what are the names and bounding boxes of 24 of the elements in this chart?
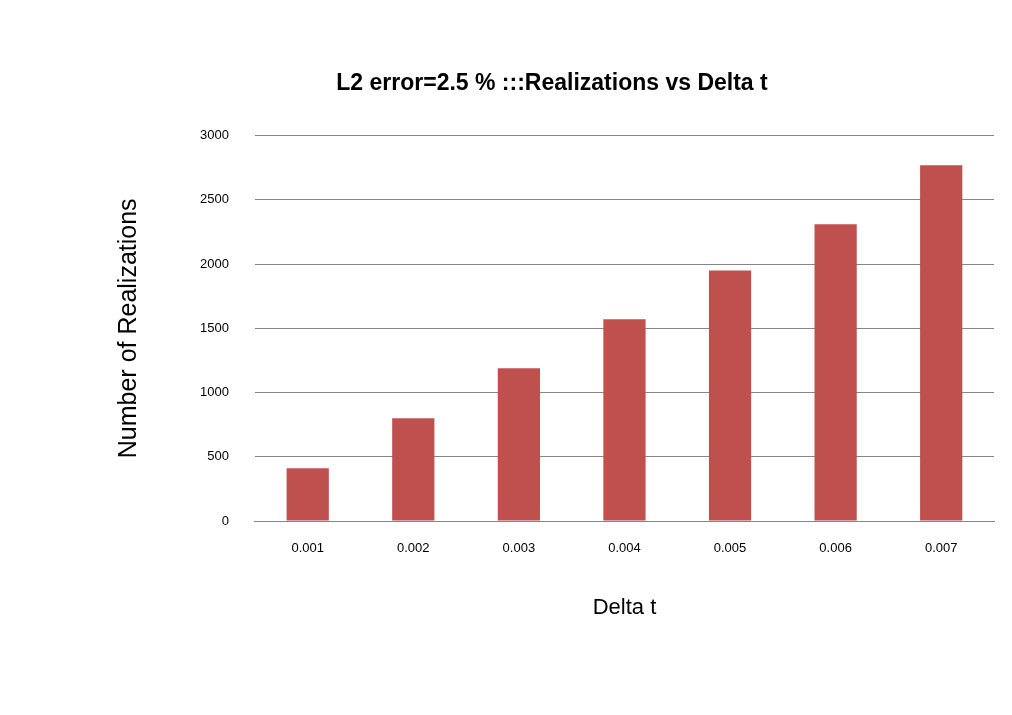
x-axis-title: Delta t (592, 593, 657, 619)
bar (603, 319, 646, 521)
x-tick-label: 0.002 (397, 540, 430, 556)
bar (497, 368, 540, 521)
x-tick-label: 0.006 (819, 540, 852, 556)
y-axis-title: Number of Realizations (112, 198, 141, 459)
y-tick-label: 1500 (200, 319, 229, 335)
y-tick-label: 2500 (200, 191, 229, 207)
x-tick-label: 0.001 (291, 540, 324, 556)
bar (286, 468, 329, 521)
x-tick-label: 0.004 (608, 540, 641, 556)
x-tick-label: 0.007 (924, 540, 958, 556)
y-tick-label: 500 (207, 448, 229, 464)
y-tick-label: 1000 (200, 384, 229, 400)
bar (814, 224, 857, 521)
x-tick-label: 0.005 (713, 540, 747, 556)
y-tick-label: 3000 (200, 127, 229, 143)
chart-title: L2 error=2.5 % :::Realizations vs Delta t (336, 69, 769, 96)
bar (708, 270, 752, 521)
y-tick-label: 2000 (200, 255, 229, 271)
y-tick-label: 0 (221, 512, 229, 528)
bar (392, 418, 435, 521)
x-tick-label: 0.003 (502, 540, 536, 556)
bar (920, 165, 963, 521)
